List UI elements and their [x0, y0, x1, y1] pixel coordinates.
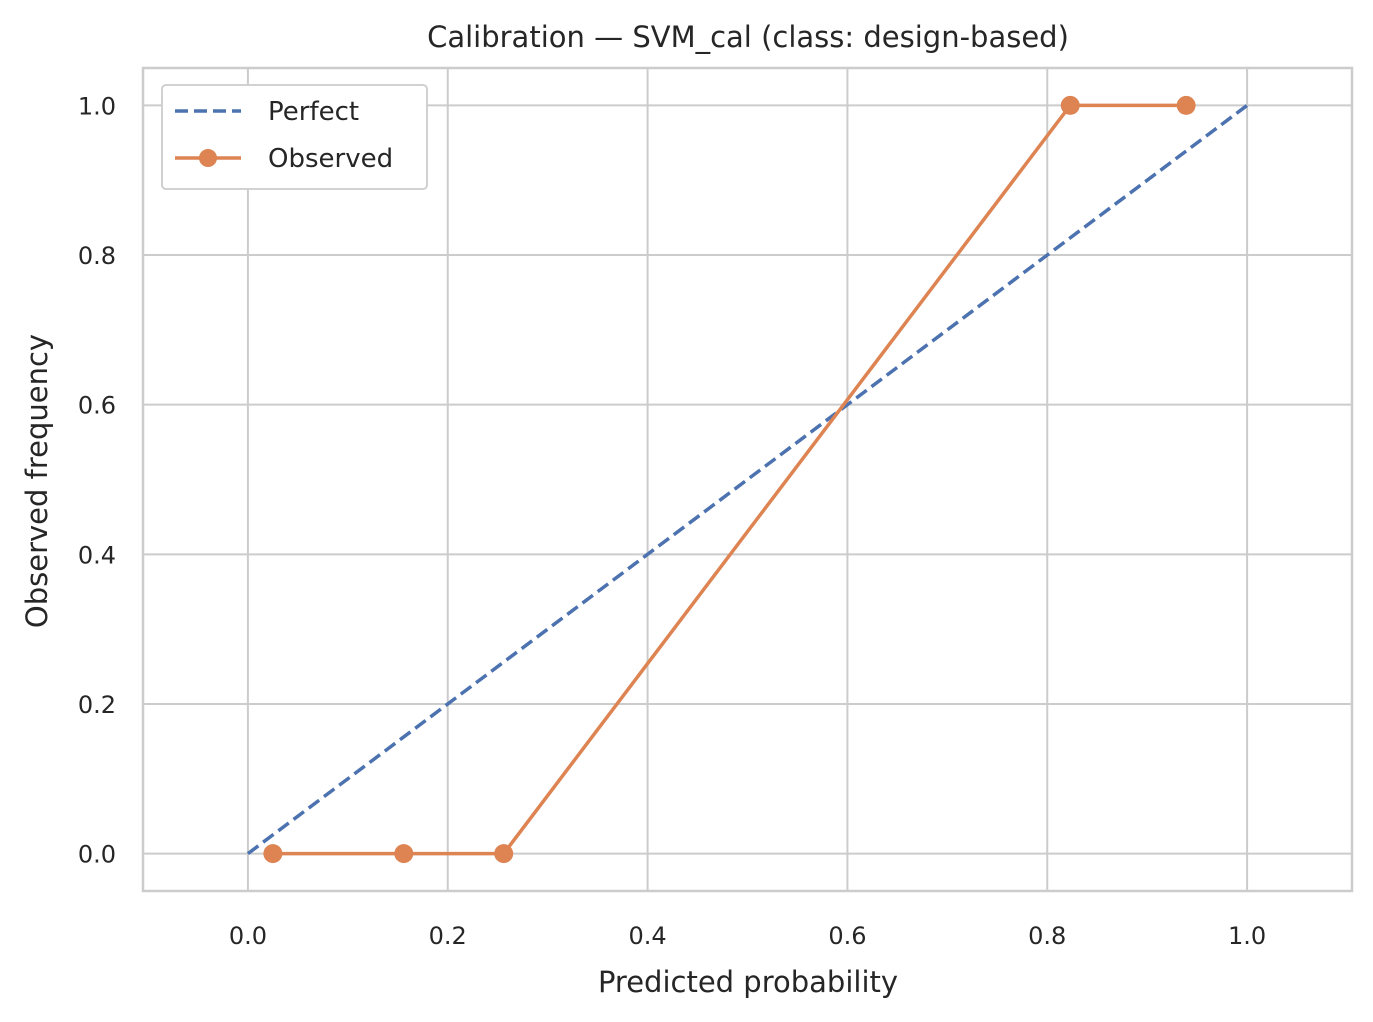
chart-title: Calibration — SVM_cal (class: design-bas…: [427, 20, 1069, 54]
x-tick-label: 1.0: [1228, 922, 1266, 950]
data-point-observed: [263, 844, 283, 864]
y-tick-label: 0.0: [78, 841, 116, 869]
y-tick-label: 0.4: [78, 541, 116, 569]
legend-observed-label: Observed: [268, 144, 393, 174]
y-tick-label: 0.6: [78, 392, 116, 420]
grid-lines: [143, 68, 1352, 891]
x-tick-label: 0.4: [628, 922, 666, 950]
x-tick-label: 0.2: [429, 922, 467, 950]
data-point-observed: [1176, 95, 1196, 115]
legend-observed-marker: [199, 149, 217, 167]
x-axis-label: Predicted probability: [598, 965, 898, 999]
y-tick-label: 0.8: [78, 242, 116, 270]
data-point-observed: [494, 844, 514, 864]
x-tick-label: 0.8: [1028, 922, 1066, 950]
series-layer: [246, 95, 1249, 864]
data-point-observed: [1060, 95, 1080, 115]
data-point-observed: [394, 844, 414, 864]
plot-frame: [141, 66, 1354, 893]
tick-labels: 0.0 0.2 0.4 0.6 0.8 1.0 0.0 0.2 0.4 0.6 0.8 1.0: [78, 92, 1266, 950]
legend: Perfect Observed: [161, 84, 428, 190]
x-tick-label: 0.0: [229, 922, 267, 950]
legend-perfect-label: Perfect: [268, 97, 359, 127]
y-axis-label: Observed frequency: [20, 334, 54, 628]
y-tick-label: 1.0: [78, 92, 116, 120]
x-tick-label: 0.6: [828, 922, 866, 950]
y-tick-label: 0.2: [78, 691, 116, 719]
legend-box: [161, 84, 428, 190]
